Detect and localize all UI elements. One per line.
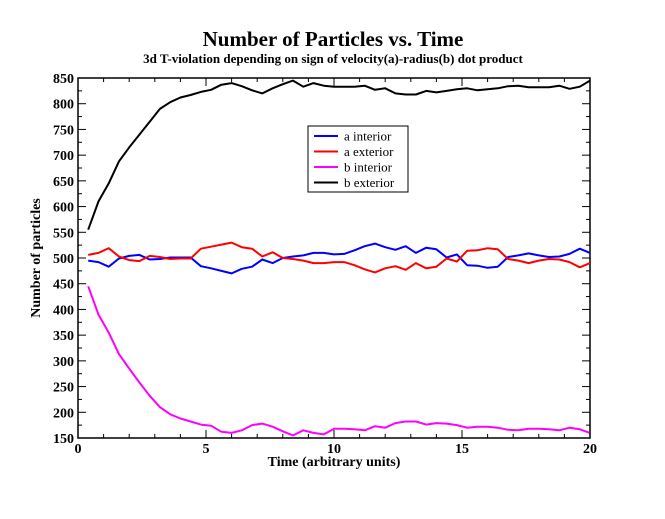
y-tick-label: 250 <box>53 381 74 396</box>
legend-label-b-exterior: b exterior <box>344 175 395 190</box>
y-tick-label: 850 <box>53 72 74 87</box>
y-tick-label: 350 <box>53 329 74 344</box>
x-axis-label: Time (arbitrary units) <box>268 455 401 470</box>
y-tick-label: 200 <box>53 406 74 421</box>
y-tick-label: 600 <box>53 201 74 216</box>
axes-layer: 0 5 10 15 20 150 200 250 300 350 400 450 500 550 600 65… <box>53 72 597 457</box>
y-tick-label: 800 <box>53 98 74 113</box>
legend-label-b-interior: b interior <box>344 160 393 175</box>
legend-label-a-exterior: a exterior <box>344 144 394 159</box>
y-tick-label: 700 <box>53 149 74 164</box>
y-tick-label: 500 <box>53 252 74 267</box>
x-tick-label: 0 <box>75 442 82 457</box>
y-tick-label: 650 <box>53 175 74 190</box>
y-axis-label: Number of particles <box>29 198 44 318</box>
y-tick-label: 750 <box>53 123 74 138</box>
y-tick-label: 400 <box>53 303 74 318</box>
series-line-b-interior <box>87 285 591 437</box>
chart-subtitle: 3d T-violation depending on sign of velo… <box>143 51 523 66</box>
x-tick-label: 10 <box>327 442 341 457</box>
x-tick-label: 20 <box>583 442 597 457</box>
y-tick-label: 550 <box>53 226 74 241</box>
series-layer <box>87 79 591 437</box>
x-tick-label: 5 <box>203 442 210 457</box>
y-tick-label: 300 <box>53 355 74 370</box>
y-tick-label: 150 <box>53 432 74 447</box>
chart-title: Number of Particles vs. Time <box>203 27 464 51</box>
x-tick-label: 15 <box>455 442 469 457</box>
series-line-a-exterior <box>88 241 591 274</box>
y-tick-label: 450 <box>53 278 74 293</box>
series-line-b-exterior <box>87 79 591 231</box>
legend-label-a-interior: a interior <box>344 129 392 144</box>
